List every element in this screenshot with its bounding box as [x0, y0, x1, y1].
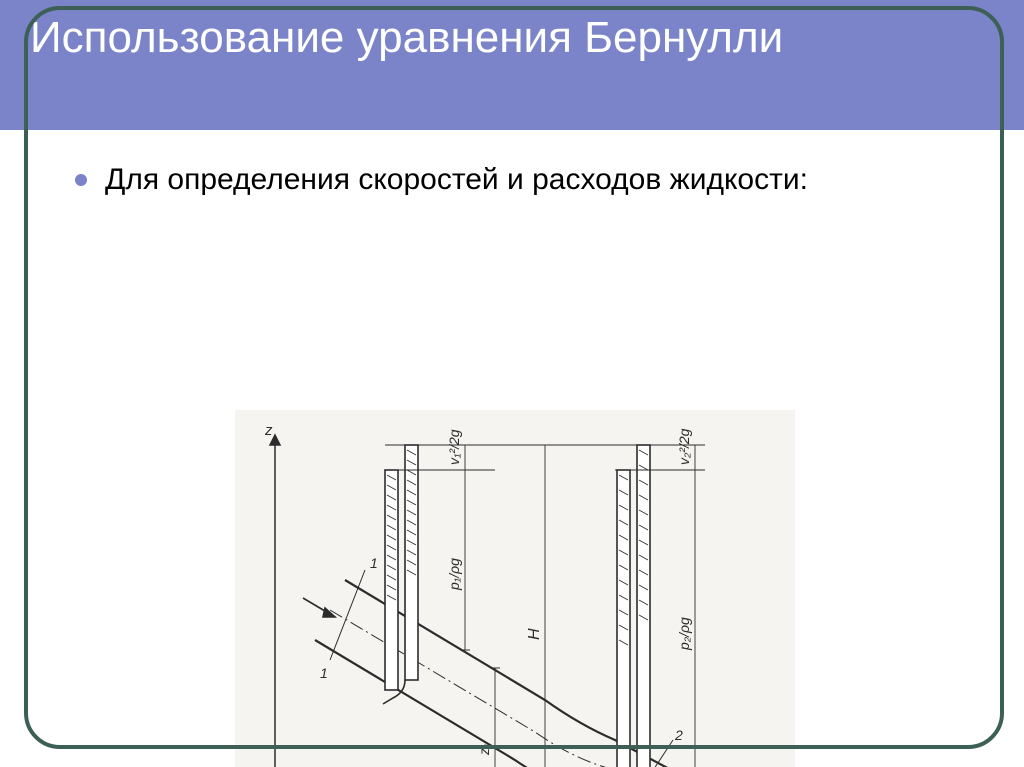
svg-text:v₂²/2g: v₂²/2g — [676, 428, 692, 465]
section-2-top: 2 — [674, 727, 683, 743]
axis-z-label: z — [264, 422, 273, 439]
content-area: Для определения скоростей и расходов жид… — [0, 140, 1024, 767]
title-bar: Использование уравнения Бернулли — [0, 0, 1024, 130]
bullet-item: Для определения скоростей и расходов жид… — [0, 140, 1024, 199]
section-1-bot: 1 — [320, 665, 328, 681]
slide: Использование уравнения Бернулли Для опр… — [0, 0, 1024, 767]
bernoulli-diagram: z x 0 — [235, 410, 795, 767]
slide-title: Использование уравнения Бернулли — [30, 13, 783, 62]
svg-text:p₂/ρg: p₂/ρg — [676, 617, 692, 651]
bullet-text: Для определения скоростей и расходов жид… — [105, 160, 808, 199]
section-1-top: 1 — [370, 555, 378, 571]
bullet-dot-icon — [75, 174, 87, 186]
diagram-bg — [235, 410, 795, 767]
svg-text:H: H — [526, 628, 543, 640]
diagram-svg: z x 0 — [235, 410, 795, 767]
svg-text:z₁: z₁ — [476, 743, 492, 756]
svg-text:p₁/ρg: p₁/ρg — [446, 558, 462, 591]
svg-text:v₁²/2g: v₁²/2g — [446, 429, 462, 465]
